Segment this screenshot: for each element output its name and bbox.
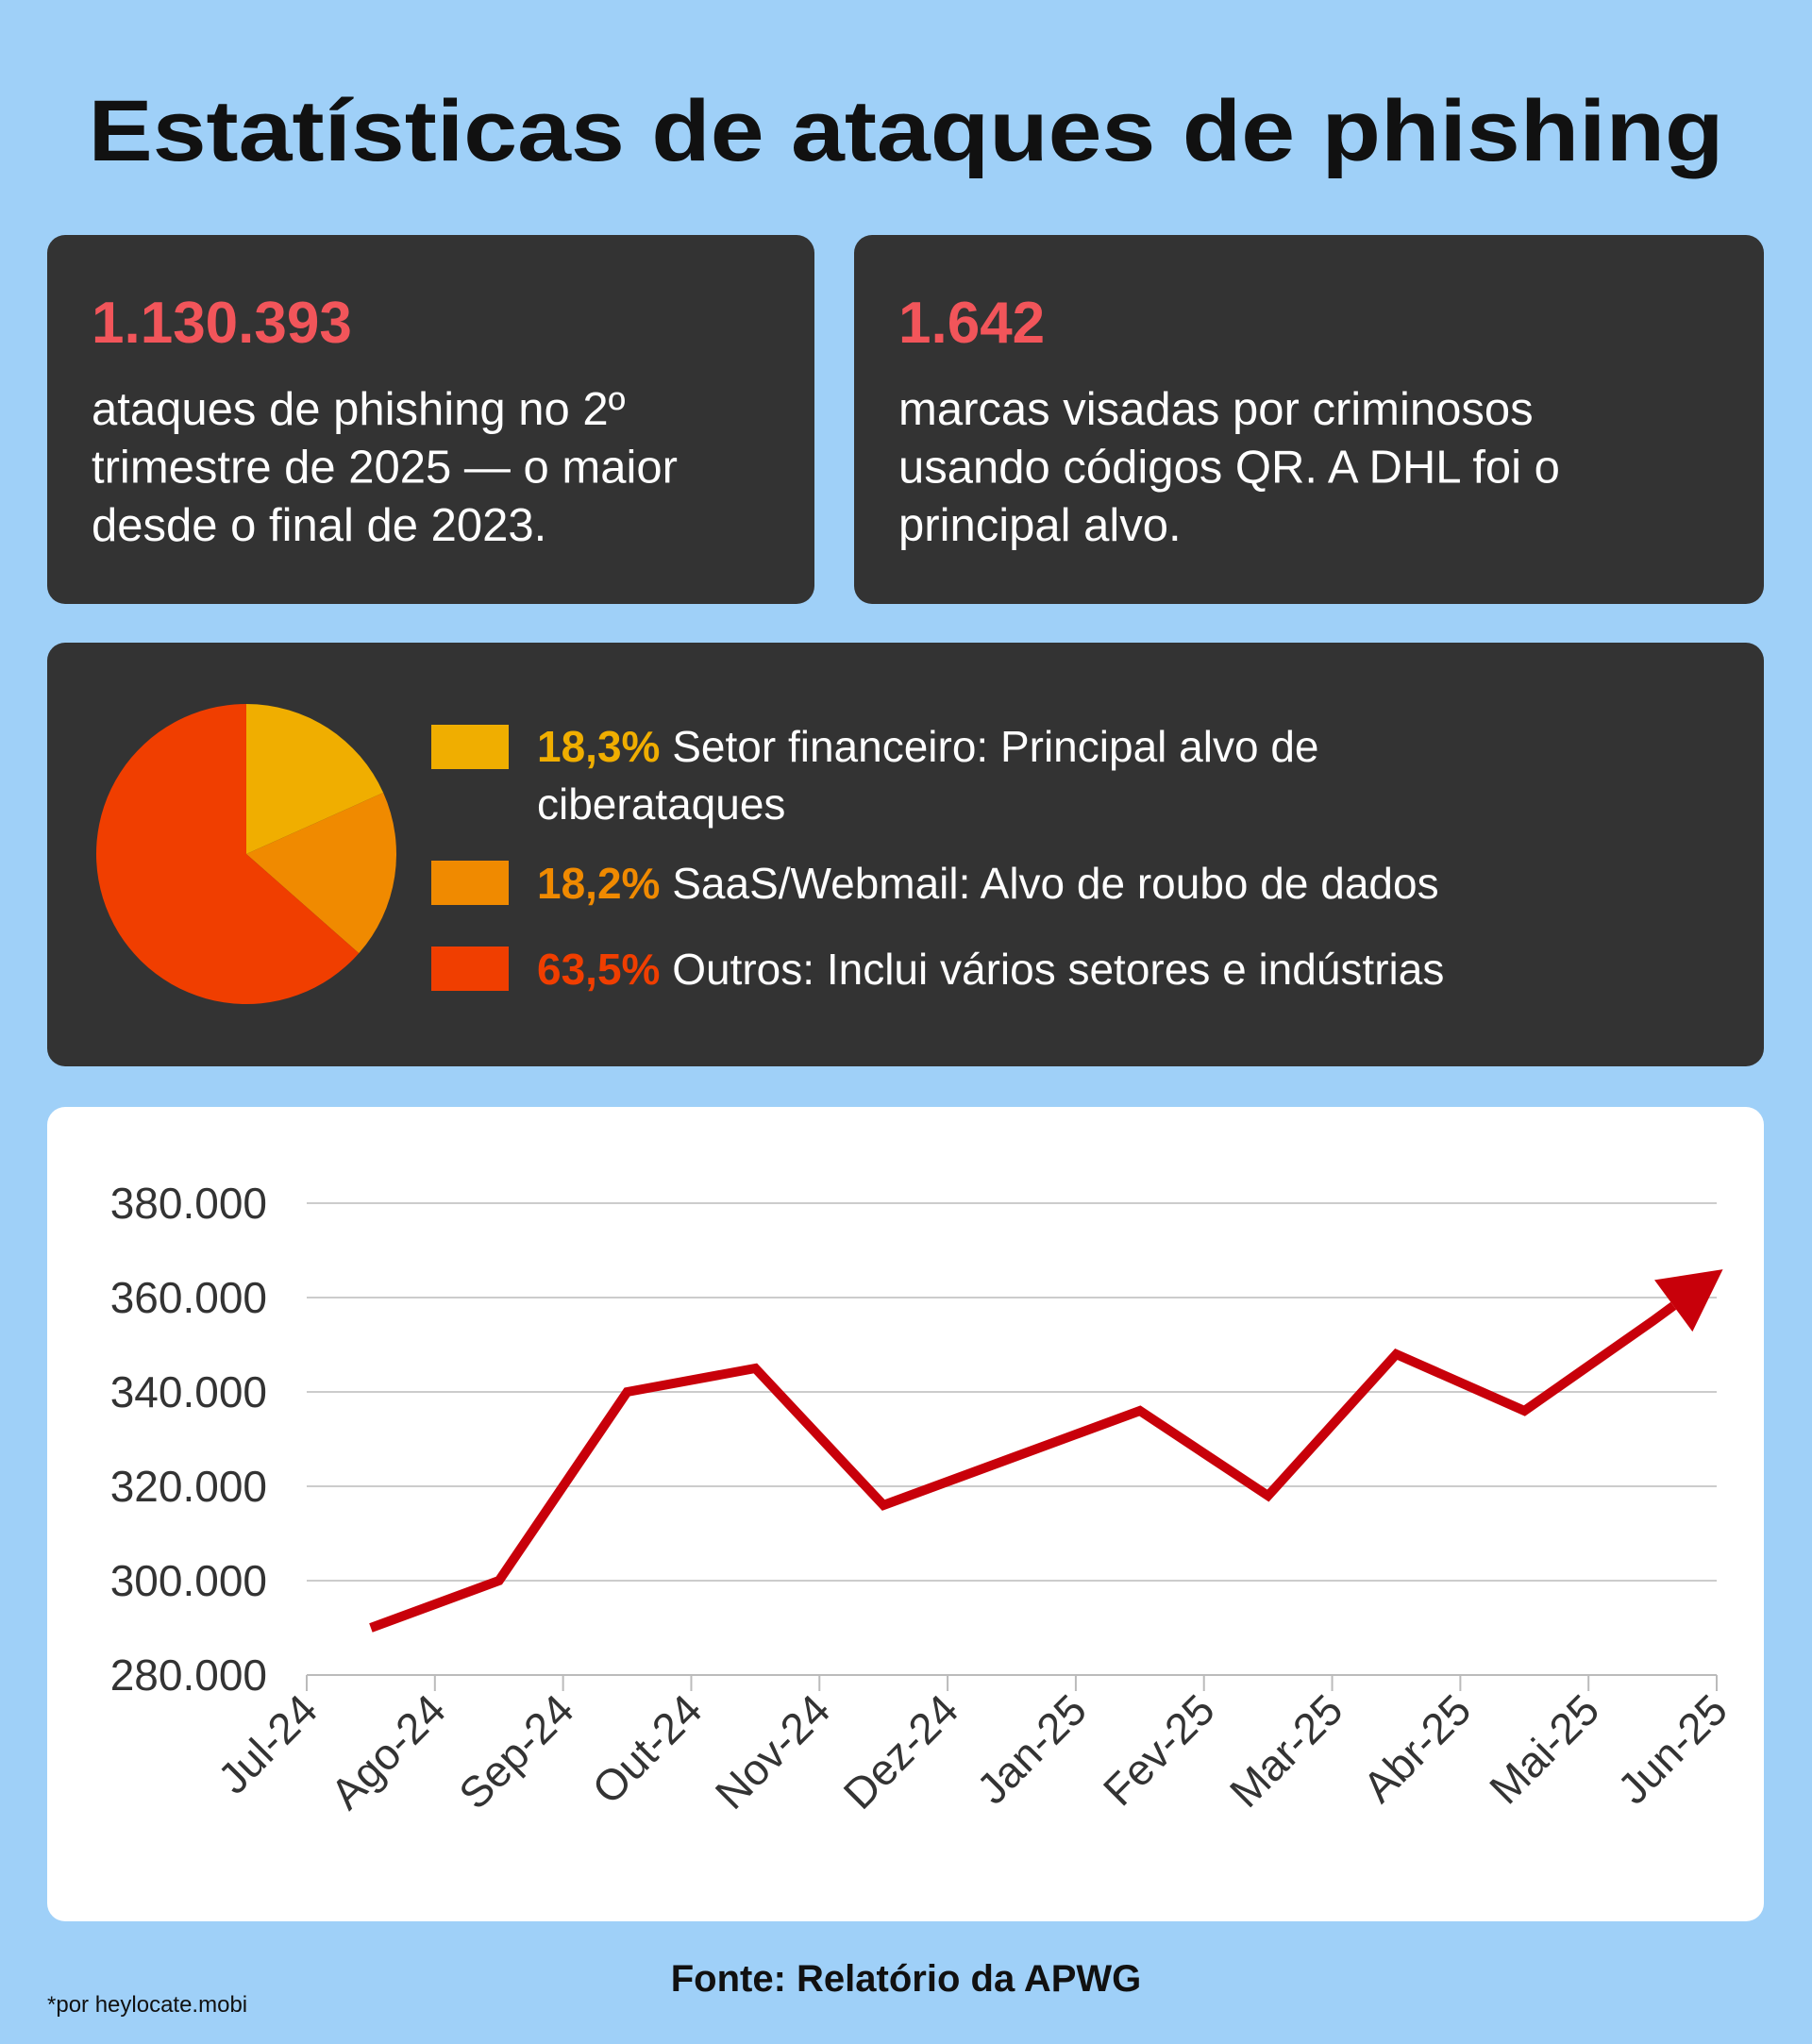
legend-percent: 18,3% <box>537 722 661 771</box>
y-tick-label: 360.000 <box>110 1273 267 1322</box>
legend-entry: 18,3% Setor financeiro: Principal alvo d… <box>537 718 1481 833</box>
stat-value: 1.130.393 <box>92 291 352 356</box>
pie-slice <box>95 704 360 1005</box>
stat-text: marcas visadas por criminosos <box>898 384 1534 435</box>
stat-text: ataques de phishing no 2º <box>92 384 626 435</box>
legend-swatch <box>431 947 509 991</box>
stat-card <box>854 235 1764 604</box>
arrowhead <box>1654 1269 1723 1332</box>
y-tick-label: 280.000 <box>110 1650 267 1700</box>
y-tick-label: 300.000 <box>110 1556 267 1605</box>
stat-text: desde o final de 2023. <box>92 500 546 551</box>
stat-card <box>47 235 814 604</box>
stat-text: usando códigos QR. A DHL foi o <box>898 443 1560 494</box>
legend-label: Setor financeiro: Principal alvo de cibe… <box>537 722 1319 829</box>
legend-percent: 18,2% <box>537 859 661 908</box>
line-card <box>47 1107 1764 1921</box>
credit: *por heylocate.mobi <box>47 1992 247 2018</box>
legend-swatch <box>431 725 509 769</box>
legend-entry: 18,2% SaaS/Webmail: Alvo de roubo de dad… <box>537 855 1439 913</box>
pie-slice <box>246 793 396 954</box>
legend-label: Outros: Inclui vários setores e indústri… <box>672 945 1445 994</box>
y-tick-label: 380.000 <box>110 1179 267 1228</box>
y-tick-label: 320.000 <box>110 1462 267 1511</box>
source: Fonte: Relatório da APWG <box>671 1958 1142 2000</box>
stat-text: principal alvo. <box>898 500 1182 551</box>
legend-entry: 63,5% Outros: Inclui vários setores e in… <box>537 941 1444 998</box>
legend-percent: 63,5% <box>537 945 661 994</box>
pie-slice <box>246 704 384 854</box>
page-title: Estatísticas de ataques de phishing <box>89 83 1724 179</box>
line-series <box>369 1301 1677 1633</box>
stat-text: trimestre de 2025 — o maior <box>92 443 678 494</box>
legend-swatch <box>431 861 509 905</box>
y-tick-label: 340.000 <box>110 1367 267 1416</box>
legend-label: SaaS/Webmail: Alvo de roubo de dados <box>672 859 1439 908</box>
stat-value: 1.642 <box>898 291 1045 356</box>
